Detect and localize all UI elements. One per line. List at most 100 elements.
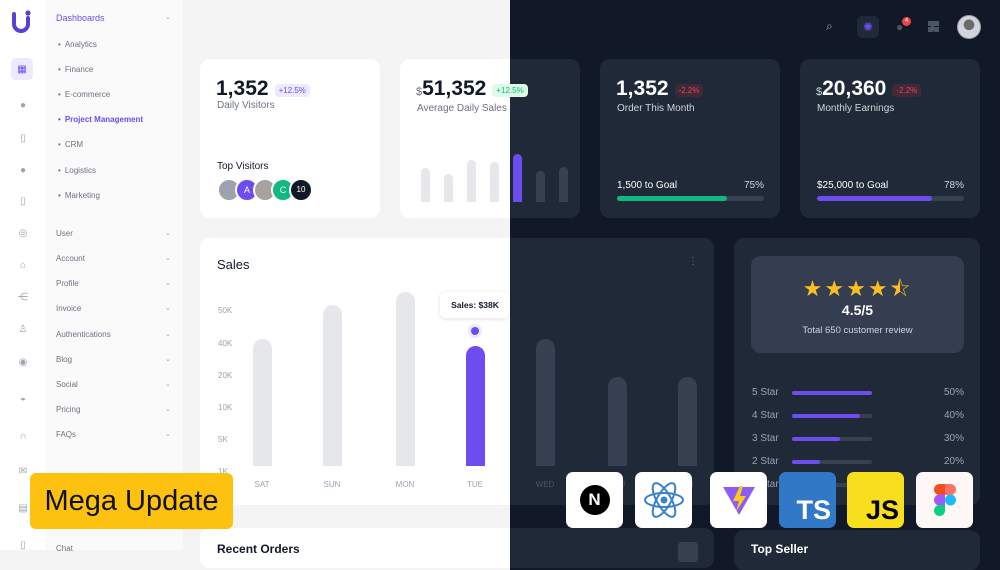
sales-bar-wed[interactable] [535,339,555,466]
monthly-earnings-card: $20,360 -2.2% Monthly Earnings $25,000 to… [800,59,980,218]
goal-percent: 78% [943,180,964,191]
sales-bar-mon[interactable] [395,292,415,466]
mini-bar [490,162,499,202]
goal-label: $25,000 to Goal [817,180,889,191]
top-seller-card: Top Seller [734,530,980,570]
sidebar-item-crm[interactable]: CRM [58,140,83,149]
bank-icon[interactable]: ⌂ [19,259,27,271]
sidebar-item-user[interactable]: User [56,229,73,238]
goal-label: 1,500 to Goal [617,180,678,191]
fingerprint-icon[interactable]: ◎ [18,227,28,239]
chevron-down-icon[interactable]: ⌄ [165,331,171,338]
sidebar-item-account[interactable]: Account [56,254,85,263]
sidebar-item-finance[interactable]: Finance [58,65,93,74]
mail-icon[interactable]: ✉ [18,465,28,477]
recent-orders-card: Recent Orders [200,528,714,568]
stat-label: Average Daily Sales [417,103,507,114]
sidebar-item-ecommerce[interactable]: E-commerce [58,90,110,99]
chevron-down-icon[interactable]: ⌄ [165,381,171,388]
change-badge: +12.5% [492,84,528,98]
rating-label: 3 Star [752,433,779,444]
clipboard-icon[interactable]: ▯ [20,539,26,551]
chevron-down-icon[interactable]: ⌄ [165,14,171,21]
x-tick: WED [535,480,555,489]
document-icon[interactable]: ▯ [20,132,26,144]
chevron-down-icon[interactable]: ⌄ [165,305,171,312]
top-visitors-label: Top Visitors [217,161,269,172]
logo[interactable] [12,10,32,33]
share-icon[interactable]: ⋲ [18,291,28,303]
sidebar [45,0,183,550]
apps-grid-icon[interactable] [928,21,939,32]
sidebar-item-social[interactable]: Social [56,380,78,389]
nextjs-logo: N [566,472,623,528]
user-icon[interactable]: ● [19,99,27,111]
star-icon: ★ [846,276,868,301]
sidebar-section-dashboards[interactable]: Dashboards [56,13,105,23]
eye-icon[interactable]: ◉ [18,356,28,368]
sidebar-item-profile[interactable]: Profile [56,279,79,288]
goal-percent: 75% [743,180,764,191]
y-tick: 5K [218,435,228,444]
sidebar-item-invoice[interactable]: Invoice [56,304,82,313]
sales-bar-sat[interactable] [252,339,272,466]
icon-rail: ▦ ● ▯ ● ▯ ◎ ⌂ ⋲ ♙ ◉ ◒ ∩ ✉ ▤ ▯ [0,0,45,551]
settings-button[interactable]: ✺ [857,16,879,38]
chevron-down-icon[interactable]: ⌄ [165,255,171,262]
mini-bar [513,154,522,202]
chevron-down-icon[interactable]: ⌄ [165,356,171,363]
bell-icon[interactable]: ● [896,20,904,34]
x-tick: TUE [467,480,483,489]
sidebar-item-analytics[interactable]: Analytics [58,40,97,49]
gear-icon: ✺ [862,20,874,34]
sales-bar-fri[interactable] [677,377,697,466]
sales-bar-thu[interactable] [607,377,627,466]
invoice-icon[interactable]: ▯ [20,195,26,207]
profile-icon[interactable]: ● [19,164,27,176]
avatar[interactable] [957,15,981,39]
more-options-icon[interactable]: ⋮ [688,256,698,267]
chevron-down-icon[interactable]: ⌄ [165,431,171,438]
more-visitors-count[interactable]: 10 [289,178,313,202]
react-logo [635,472,692,528]
top-seller-title: Top Seller [751,542,809,556]
sidebar-item-blog[interactable]: Blog [56,355,73,364]
avatar-group: A C 10 [217,178,313,202]
mini-bar [421,168,430,202]
sidebar-item-marketing[interactable]: Marketing [58,191,100,200]
stat-label: Order This Month [617,103,695,114]
rating-row: 2 Star 20% [752,456,964,467]
chevron-down-icon[interactable]: ⌄ [165,280,171,287]
y-tick: 10K [218,403,233,412]
sidebar-item-logistics[interactable]: Logistics [58,166,96,175]
dashboard-icon[interactable]: ▦ [11,58,33,80]
sales-bar-sun[interactable] [322,304,342,466]
star-icon: ★ [824,276,847,301]
headset-icon[interactable]: ∩ [19,430,27,442]
mini-bar [536,170,545,202]
search-icon[interactable]: ⌕ [826,19,833,33]
chat-icon[interactable]: ▤ [18,502,28,514]
more-options-button[interactable] [678,542,698,562]
sidebar-item-chat[interactable]: Chat [56,544,73,553]
chevron-down-icon[interactable]: ⌄ [165,230,171,237]
sales-bar-tue[interactable] [465,345,485,466]
people-icon[interactable]: ♙ [18,323,28,335]
sidebar-item-project-management[interactable]: Project Management [58,115,143,124]
rating-percent: 30% [943,433,964,444]
rating-bar [792,414,872,418]
x-tick: SAT [254,480,270,489]
sidebar-item-faqs[interactable]: FAQs [56,430,77,439]
vite-logo [710,472,767,528]
mini-bar [559,167,568,202]
chevron-down-icon[interactable]: ⌄ [165,406,171,413]
goal-progress-bar [617,196,764,201]
stat-value: 1,352 [216,77,269,100]
rating-row: 3 Star 30% [752,433,964,444]
sidebar-item-authentications[interactable]: Authentications [56,330,111,339]
figma-logo [916,472,973,528]
sales-card: Sales ⋮ [200,238,714,505]
basket-icon[interactable]: ◒ [19,392,27,404]
sidebar-item-pricing[interactable]: Pricing [56,405,81,414]
change-badge: -2.2% [892,84,922,98]
